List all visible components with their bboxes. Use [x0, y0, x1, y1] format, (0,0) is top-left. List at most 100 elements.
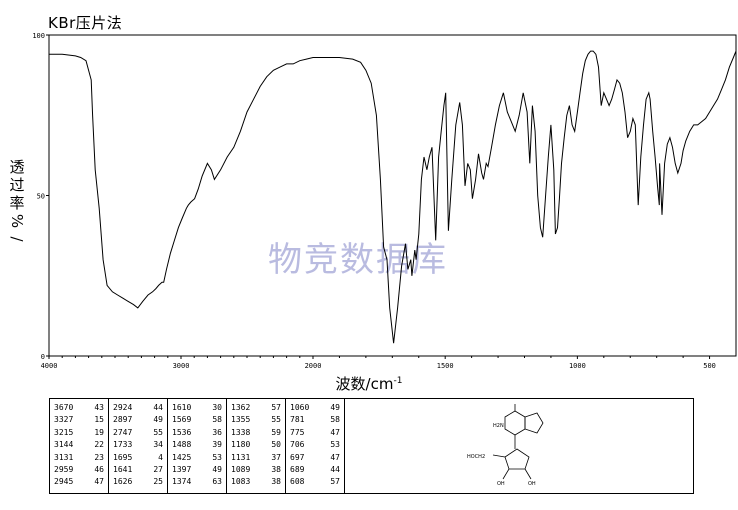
peak-transmittance: 22 — [94, 440, 104, 450]
peak-transmittance: 27 — [153, 464, 163, 474]
peak-wavenumber: 697 — [290, 452, 305, 462]
peak-wavenumber: 706 — [290, 440, 305, 450]
amino-label: H2N — [493, 423, 504, 429]
peak-wavenumber: 1641 — [113, 464, 133, 474]
plot-frame — [48, 34, 737, 357]
peak-wavenumber: 1536 — [172, 427, 192, 437]
y-axis-label: 透过率% / — [6, 158, 28, 248]
peak-wavenumber: 1733 — [113, 440, 133, 450]
peak-table-row: 1083 38 — [231, 476, 281, 488]
peak-transmittance: 19 — [94, 427, 104, 437]
peak-table-row: 1338 59 — [231, 427, 281, 439]
peak-transmittance: 38 — [271, 464, 281, 474]
peak-wavenumber: 1425 — [172, 452, 192, 462]
peak-transmittance: 44 — [330, 464, 340, 474]
x-axis-label-text: 波数/cm — [335, 375, 394, 393]
hydroxyl-label-1: OH — [497, 481, 505, 487]
x-tick-label: 4000 — [41, 362, 58, 370]
peak-table-row: 775 47 — [290, 427, 340, 439]
peak-table-row: 1060 49 — [290, 402, 340, 414]
peak-table-row: 608 57 — [290, 476, 340, 488]
peak-table-row: 689 44 — [290, 464, 340, 476]
peak-table-row: 1488 39 — [172, 439, 222, 451]
peak-wavenumber: 1397 — [172, 464, 192, 474]
y-tick-label: 100 — [32, 32, 45, 40]
peak-wavenumber: 689 — [290, 464, 305, 474]
peak-wavenumber: 1610 — [172, 403, 192, 412]
peak-table-row: 1397 49 — [172, 464, 222, 476]
peak-wavenumber: 781 — [290, 415, 305, 425]
molecule-structure-drawing: H2N HOCH2 OH OH — [467, 404, 544, 487]
peak-transmittance: 38 — [271, 477, 281, 487]
peak-transmittance: 58 — [330, 415, 340, 425]
peak-table-row: 1536 36 — [172, 427, 222, 439]
peak-table-row: 781 58 — [290, 414, 340, 426]
peak-wavenumber: 1338 — [231, 427, 251, 437]
peak-table-column: 2924 44 2897 49 2747 55 1733 34 1695 4 1641 27 1626 2… — [109, 399, 168, 493]
peak-transmittance: 57 — [271, 403, 281, 412]
peak-transmittance: 44 — [153, 403, 163, 412]
peak-transmittance: 58 — [212, 415, 222, 425]
peak-table-row: 3144 22 — [54, 439, 104, 451]
peak-transmittance: 39 — [212, 440, 222, 450]
peak-table-row: 1626 25 — [113, 476, 163, 488]
peak-transmittance: 49 — [212, 464, 222, 474]
peak-table-row: 1131 37 — [231, 452, 281, 464]
peak-table-column: 1362 57 1355 55 1338 59 1180 50 1131 37 1089 38 1083… — [227, 399, 286, 493]
peak-table-row: 1425 53 — [172, 452, 222, 464]
peak-transmittance: 57 — [330, 477, 340, 487]
x-axis-label: 波数/cm-1 — [0, 373, 738, 394]
y-axis-label-char: 透 — [9, 158, 25, 176]
peak-transmittance: 49 — [153, 415, 163, 425]
peak-transmittance: 46 — [94, 464, 104, 474]
peak-table-column: 3670 43 3327 15 3215 19 3144 22 3131 23 2959 46 2945… — [50, 399, 109, 493]
peak-table-row: 2924 44 — [113, 402, 163, 414]
peak-transmittance: 15 — [94, 415, 104, 425]
peak-table-column: 1060 49 781 58 775 47 706 53 697 47 689 44 608 57 — [286, 399, 345, 493]
peak-table-row: 1641 27 — [113, 464, 163, 476]
peak-table-column: 1610 30 1569 58 1536 36 1488 39 1425 53 1397 49 1374… — [168, 399, 227, 493]
peak-table-row: 697 47 — [290, 452, 340, 464]
peak-wavenumber: 1131 — [231, 452, 251, 462]
peak-wavenumber: 2945 — [54, 477, 74, 487]
peak-table-row: 1695 4 — [113, 452, 163, 464]
y-axis-label-char: 过 — [9, 176, 25, 194]
peak-wavenumber: 775 — [290, 427, 305, 437]
peak-wavenumber: 2747 — [113, 427, 133, 437]
peak-transmittance: 55 — [153, 427, 163, 437]
peak-table: 3670 43 3327 15 3215 19 3144 22 3131 23 2959 46 2945… — [49, 398, 694, 494]
peak-transmittance: 53 — [212, 452, 222, 462]
peak-transmittance: 49 — [330, 403, 340, 412]
chart-title: KBr压片法 — [48, 14, 123, 32]
hydroxymethyl-label: HOCH2 — [467, 454, 485, 460]
peak-table-row: 1610 30 — [172, 402, 222, 414]
hydroxyl-label-2: OH — [528, 481, 536, 487]
peak-wavenumber: 1089 — [231, 464, 251, 474]
peak-wavenumber: 1355 — [231, 415, 251, 425]
peak-transmittance: 36 — [212, 427, 222, 437]
peak-table-row: 1374 63 — [172, 476, 222, 488]
peak-wavenumber: 3215 — [54, 427, 74, 437]
peak-wavenumber: 1488 — [172, 440, 192, 450]
peak-transmittance: 50 — [271, 440, 281, 450]
peak-table-row: 1355 55 — [231, 414, 281, 426]
peak-transmittance: 4 — [158, 452, 163, 462]
peak-table-row: 2747 55 — [113, 427, 163, 439]
peak-table-row: 1362 57 — [231, 402, 281, 414]
peak-transmittance: 23 — [94, 452, 104, 462]
peak-transmittance: 25 — [153, 477, 163, 487]
peak-table-row: 3131 23 — [54, 452, 104, 464]
x-tick-label: 500 — [703, 362, 716, 370]
peak-table-row: 1089 38 — [231, 464, 281, 476]
peak-transmittance: 63 — [212, 477, 222, 487]
peak-wavenumber: 608 — [290, 477, 305, 487]
x-tick-label: 1000 — [569, 362, 586, 370]
x-tick-label: 2000 — [305, 362, 322, 370]
peak-table-row: 2897 49 — [113, 414, 163, 426]
peak-table-row: 1733 34 — [113, 439, 163, 451]
x-axis-label-superscript: -1 — [393, 376, 403, 386]
peak-table-row: 2945 47 — [54, 476, 104, 488]
peak-wavenumber: 1180 — [231, 440, 251, 450]
x-tick-label: 3000 — [173, 362, 190, 370]
peak-table-row: 1569 58 — [172, 414, 222, 426]
